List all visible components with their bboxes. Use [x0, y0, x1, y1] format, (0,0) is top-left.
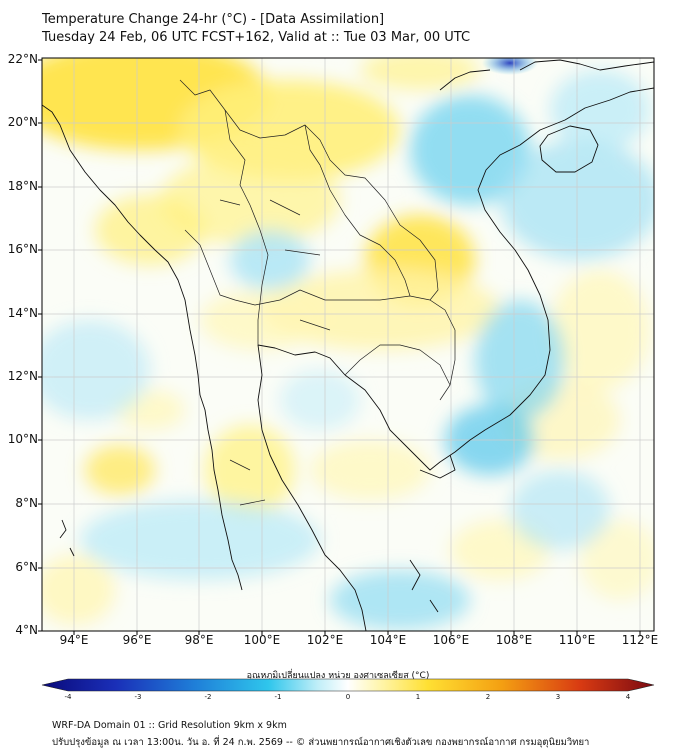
lat-label: 8°N: [15, 496, 38, 510]
country-borders: [179, 79, 456, 506]
lat-label: 6°N: [15, 560, 38, 574]
lat-label: 20°N: [7, 115, 38, 129]
footer-model-info: WRF-DA Domain 01 :: Grid Resolution 9km …: [52, 720, 287, 731]
lat-label: 14°N: [7, 306, 38, 320]
graticule: [42, 58, 654, 631]
lon-label: 110°E: [558, 633, 596, 647]
colorbar-tick: -3: [134, 693, 142, 701]
map-frame: [41, 57, 655, 632]
lat-label: 12°N: [7, 369, 38, 383]
map-subtitle: Tuesday 24 Feb, 06 UTC FCST+162, Valid a…: [42, 30, 471, 45]
lon-label: 102°E: [306, 633, 344, 647]
temperature-change-map: [38, 57, 655, 635]
colorbar-tick: 0: [345, 693, 351, 701]
coastlines: [42, 59, 654, 631]
colorbar-tick: 3: [555, 693, 561, 701]
footer-credit: ปรับปรุงข้อมูล ณ เวลา 13:00น. วัน อ. ที่…: [52, 737, 590, 748]
lon-label: 112°E: [621, 633, 659, 647]
lon-label: 104°E: [369, 633, 407, 647]
colorbar-tick: -4: [64, 693, 72, 701]
colorbar: [41, 678, 655, 692]
colorbar-tick: 4: [625, 693, 631, 701]
colorbar-tick: 2: [485, 693, 491, 701]
colorbar-tick: -1: [274, 693, 282, 701]
colorbar-title: อุณหภูมิเปลี่ยนแปลง หน่วย องศาเซลเซียส (…: [246, 671, 430, 681]
map-title: Temperature Change 24-hr (°C) - [Data As…: [42, 12, 385, 27]
lon-label: 106°E: [432, 633, 470, 647]
lat-label: 22°N: [7, 52, 38, 66]
lon-label: 94°E: [59, 633, 89, 647]
lat-label: 4°N: [15, 623, 38, 637]
lon-label: 108°E: [495, 633, 533, 647]
colorbar-tick: 1: [415, 693, 421, 701]
lon-label: 100°E: [243, 633, 281, 647]
colorbar-tick: -2: [204, 693, 212, 701]
lat-label: 18°N: [7, 179, 38, 193]
lon-label: 96°E: [122, 633, 152, 647]
temperature-field: [42, 58, 654, 631]
lat-label: 16°N: [7, 242, 38, 256]
lat-label: 10°N: [7, 432, 38, 446]
lon-label: 98°E: [184, 633, 214, 647]
